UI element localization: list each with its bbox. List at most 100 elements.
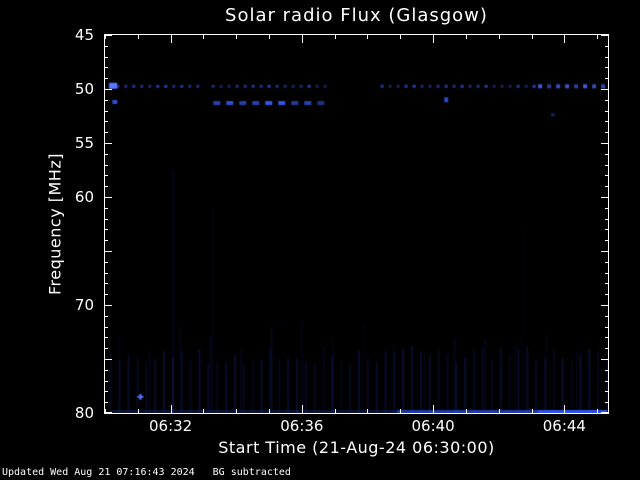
y-axis-tick bbox=[605, 369, 608, 371]
y-axis-tick bbox=[605, 132, 608, 134]
y-axis-tick bbox=[105, 35, 112, 36]
y-axis-tick bbox=[105, 315, 108, 317]
y-axis-tick bbox=[105, 251, 112, 252]
y-axis-tick bbox=[105, 110, 108, 112]
y-axis-tick bbox=[605, 229, 608, 231]
y-axis-tick bbox=[105, 369, 108, 371]
x-axis-tick bbox=[498, 35, 500, 39]
y-axis-tick bbox=[605, 315, 608, 317]
y-axis-tick bbox=[605, 153, 608, 155]
y-axis-tick bbox=[105, 380, 108, 382]
status-bar: Updated Wed Aug 21 07:16:43 2024 BG subtr… bbox=[2, 467, 291, 478]
y-axis-tick bbox=[605, 261, 608, 263]
y-axis-tick bbox=[605, 207, 608, 209]
y-tick-label: 70 bbox=[74, 296, 94, 314]
y-axis-tick bbox=[605, 218, 608, 220]
y-axis-tick bbox=[605, 283, 608, 285]
y-axis-tick bbox=[105, 261, 108, 263]
x-axis-tick bbox=[465, 35, 467, 39]
x-axis-tick bbox=[203, 35, 205, 39]
x-axis-tick bbox=[498, 409, 500, 413]
y-axis-tick bbox=[105, 391, 108, 393]
x-axis-tick bbox=[400, 409, 402, 413]
y-axis-tick bbox=[105, 99, 108, 101]
y-axis-tick bbox=[105, 218, 108, 220]
x-axis-tick bbox=[400, 35, 402, 39]
y-axis-tick bbox=[605, 121, 608, 123]
y-tick-label: 60 bbox=[74, 188, 94, 206]
x-axis-tick bbox=[334, 409, 336, 413]
y-axis-tick bbox=[105, 186, 108, 188]
y-axis-tick bbox=[105, 175, 108, 177]
y-tick-labels: 45 50 55 60 70 80 bbox=[0, 26, 100, 422]
y-axis-tick bbox=[605, 391, 608, 393]
x-axis-tick bbox=[269, 409, 271, 413]
y-axis-tick bbox=[605, 67, 608, 69]
x-tick-label: 06:40 bbox=[411, 417, 455, 435]
y-tick-label: 80 bbox=[74, 404, 94, 422]
y-axis-tick bbox=[601, 359, 608, 360]
y-axis-tick bbox=[605, 272, 608, 274]
y-axis-tick bbox=[105, 229, 108, 231]
bg-subtracted-note: BG subtracted bbox=[212, 467, 291, 478]
y-axis-tick bbox=[105, 164, 108, 166]
y-axis-tick bbox=[105, 56, 108, 58]
x-tick-labels: 06:32 06:36 06:40 06:44 bbox=[105, 417, 608, 437]
y-axis-tick bbox=[105, 67, 108, 69]
y-axis-tick bbox=[605, 186, 608, 188]
x-tick-label: 06:44 bbox=[542, 417, 586, 435]
x-axis-tick bbox=[170, 405, 172, 413]
x-axis-tick bbox=[531, 35, 533, 39]
x-axis-tick bbox=[597, 409, 599, 413]
x-axis-tick bbox=[564, 35, 566, 43]
x-tick-label: 06:32 bbox=[148, 417, 193, 435]
y-axis-tick bbox=[105, 240, 108, 242]
y-axis-tick bbox=[105, 272, 108, 274]
y-axis-tick bbox=[605, 380, 608, 382]
y-axis-tick bbox=[105, 45, 108, 47]
x-axis-tick bbox=[301, 405, 303, 413]
y-axis-tick bbox=[601, 35, 608, 36]
y-axis-tick bbox=[605, 337, 608, 339]
y-axis-tick bbox=[105, 132, 108, 134]
x-axis-tick bbox=[334, 35, 336, 39]
y-axis-tick bbox=[105, 326, 108, 328]
spectrogram-canvas bbox=[105, 35, 608, 413]
y-axis-tick bbox=[601, 89, 608, 90]
x-axis-tick bbox=[105, 409, 106, 413]
chart-title: Solar radio Flux (Glasgow) bbox=[225, 5, 488, 26]
y-axis-tick bbox=[601, 197, 608, 198]
y-axis-tick bbox=[601, 412, 608, 413]
y-axis-tick bbox=[605, 402, 608, 404]
x-axis-tick bbox=[597, 35, 599, 39]
x-axis-tick bbox=[433, 405, 435, 413]
y-axis-tick bbox=[601, 143, 608, 144]
x-axis-tick bbox=[269, 35, 271, 39]
y-axis-tick bbox=[105, 305, 112, 306]
x-axis-tick bbox=[433, 35, 435, 43]
y-axis-tick bbox=[605, 78, 608, 80]
y-axis-tick bbox=[605, 164, 608, 166]
y-axis-tick bbox=[601, 251, 608, 252]
y-axis-tick bbox=[105, 197, 112, 198]
y-axis-tick bbox=[105, 294, 108, 296]
x-axis-tick bbox=[564, 405, 566, 413]
x-axis-tick bbox=[236, 35, 238, 39]
x-axis-tick bbox=[367, 35, 369, 39]
y-axis-tick bbox=[105, 207, 108, 209]
y-axis-tick bbox=[605, 175, 608, 177]
y-axis-tick bbox=[605, 348, 608, 350]
updated-timestamp: Updated Wed Aug 21 07:16:43 2024 bbox=[2, 467, 195, 478]
plot-area bbox=[104, 34, 609, 414]
x-axis-tick bbox=[137, 35, 139, 39]
y-axis-tick bbox=[105, 348, 108, 350]
y-axis-tick bbox=[605, 110, 608, 112]
y-axis-tick bbox=[605, 240, 608, 242]
y-axis-tick bbox=[605, 99, 608, 101]
x-axis-tick bbox=[301, 35, 303, 43]
x-tick-label: 06:36 bbox=[280, 417, 324, 435]
y-axis-tick bbox=[605, 294, 608, 296]
y-axis-tick bbox=[105, 337, 108, 339]
x-axis-tick bbox=[531, 409, 533, 413]
